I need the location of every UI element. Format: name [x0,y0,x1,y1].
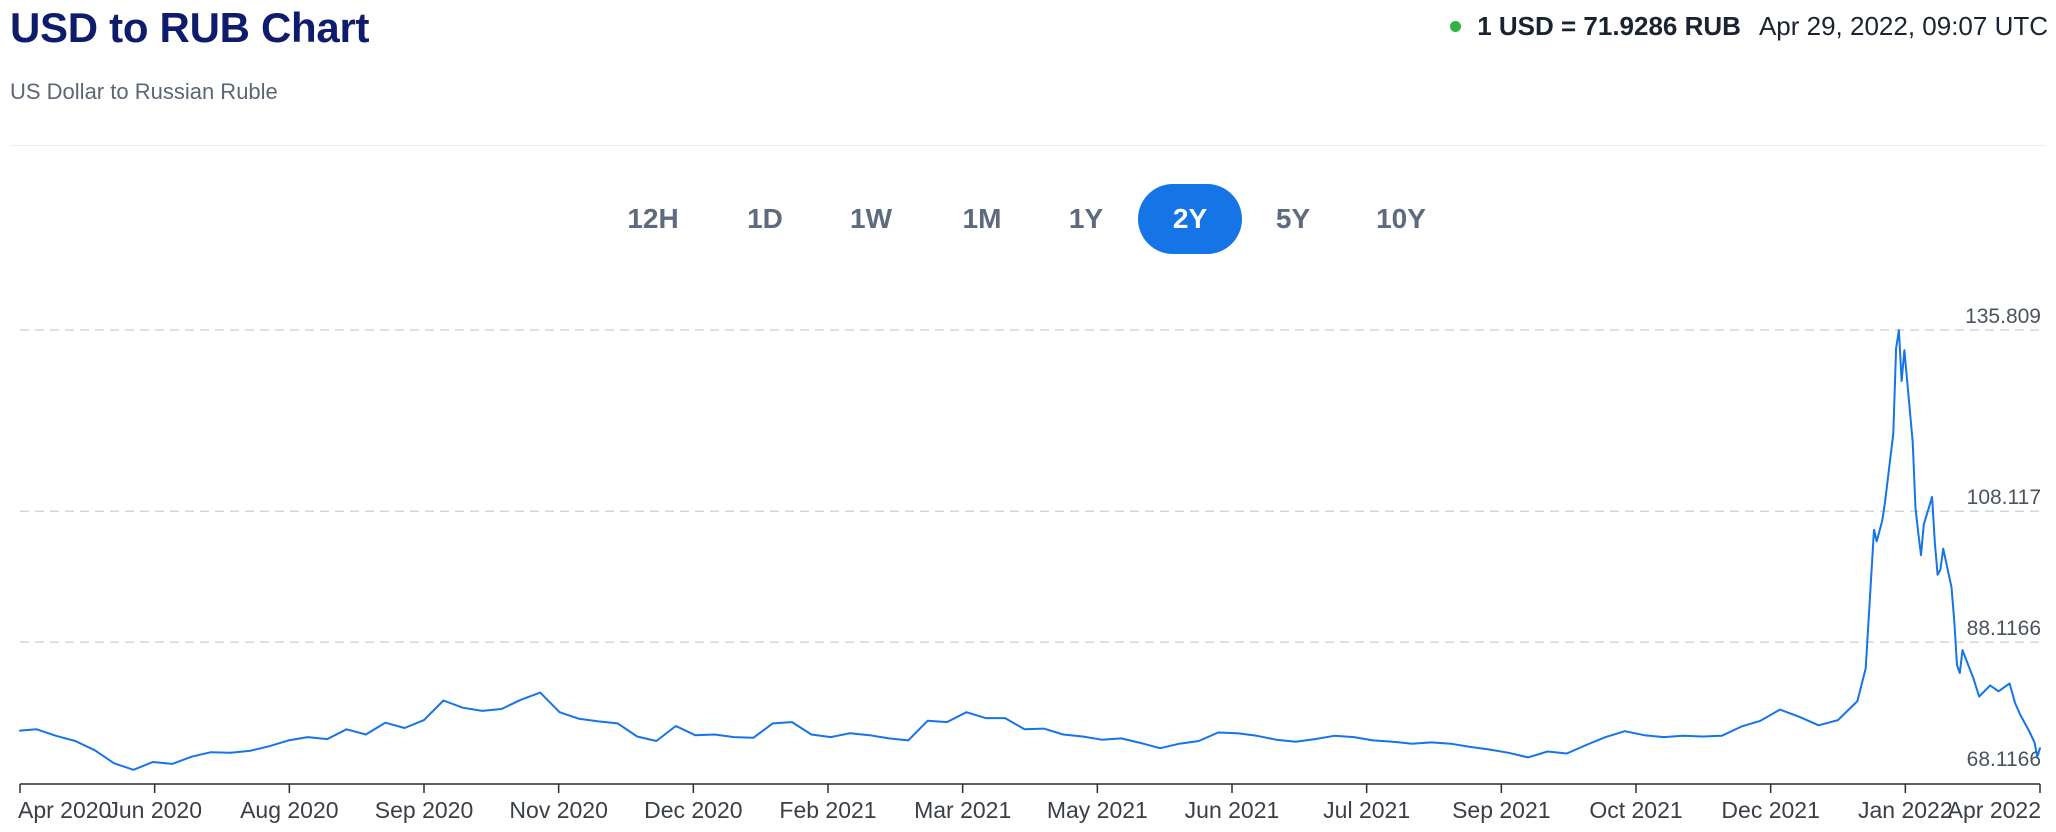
x-tick-label: Mar 2021 [914,797,1011,823]
x-tick-label: Jan 2022 [1858,797,1953,823]
usd-rub-series-line [19,329,2041,771]
x-tick-label: Jun 2020 [107,797,202,823]
x-tick-label: Sep 2021 [1452,797,1550,823]
range-button-12h[interactable]: 12H [611,184,695,254]
range-button-1w[interactable]: 1W [829,184,913,254]
range-button-1y[interactable]: 1Y [1044,184,1128,254]
range-button-1d[interactable]: 1D [723,184,807,254]
x-tick-label: Aug 2020 [240,797,338,823]
x-tick-label: Oct 2021 [1589,797,1682,823]
range-button-2y[interactable]: 2Y [1138,184,1242,254]
x-tick-label: Dec 2021 [1721,797,1819,823]
x-tick-label: Sep 2020 [375,797,473,823]
page-subtitle: US Dollar to Russian Ruble [10,79,278,104]
x-tick-label: Jul 2021 [1323,797,1410,823]
x-tick-label: Apr 2022 [1948,797,2041,823]
rate-value: 1 USD = 71.9286 RUB [1477,11,1741,41]
range-button-10y[interactable]: 10Y [1359,184,1443,254]
x-tick-label: Nov 2020 [509,797,607,823]
range-button-5y[interactable]: 5Y [1251,184,1335,254]
live-indicator-dot-icon [1450,20,1462,32]
y-tick-label: 88.1166 [1967,617,2041,640]
time-range-selector: 12H 1D 1W 1M 1Y 2Y 5Y 10Y [0,184,2056,254]
chart-area[interactable]: 135.809 108.117 88.1166 68.1166 Apr 2020 Jun … [0,300,2056,832]
x-tick-label: Apr 2020 [18,797,111,823]
page-title: USD to RUB Chart [10,4,370,51]
x-tick-label: May 2021 [1047,797,1148,823]
y-tick-label: 135.809 [1965,305,2041,328]
x-tick-label: Jun 2021 [1185,797,1280,823]
y-tick-label: 108.117 [1967,486,2041,509]
x-tick-label: Feb 2021 [779,797,876,823]
x-tick-label: Dec 2020 [644,797,742,823]
y-tick-label: 68.1166 [1967,748,2041,771]
range-button-1m[interactable]: 1M [940,184,1024,254]
current-rate: 1 USD = 71.9286 RUB Apr 29, 2022, 09:07 … [1450,8,2048,44]
rate-timestamp: Apr 29, 2022, 09:07 UTC [1758,11,2048,41]
header-divider [10,145,2046,146]
